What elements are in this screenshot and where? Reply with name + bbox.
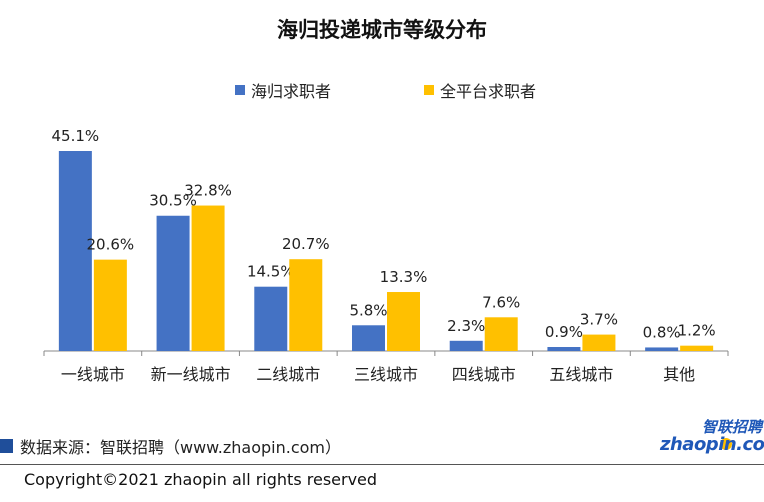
category-label-6: 五线城市 [549, 365, 613, 384]
bar-series-1-1 [58, 151, 92, 351]
bar-chart: 45.1% 20.6% 一线城市 30.5%32.8% 新一线城市 14.5% 20.7% 二… [43, 127, 729, 384]
bar-series-1-3 [254, 286, 288, 351]
legend-item-series-2: 全平台求职者 [424, 78, 536, 102]
category-label-7: 其他 [663, 365, 695, 384]
data-label-series-2-4: 13.3% [380, 268, 428, 286]
category-label-1: 一线城市 [61, 365, 125, 384]
bar-series-2-7 [680, 345, 714, 351]
category-label-2: 新一线城市 [151, 365, 231, 384]
legend-swatch-series-1 [235, 85, 245, 95]
data-label-series-2-3: 20.7% [282, 235, 330, 253]
category-label-3: 二线城市 [256, 365, 320, 384]
data-label-series-1-2: 30.5% [149, 192, 197, 210]
bar-series-1-6 [547, 347, 581, 351]
bar-series-1-2 [156, 215, 190, 351]
legend: 海归求职者 全平台求职者 [0, 78, 764, 102]
data-label-series-1-6: 0.9% [545, 323, 583, 341]
bar-series-1-7 [645, 347, 679, 351]
copyright-text: Copyright©2021 zhaopin all rights reserv… [24, 470, 378, 489]
legend-item-series-1: 海归求职者 [235, 78, 331, 102]
data-label-series-2-1: 20.6% [87, 236, 135, 254]
source-marker-icon [0, 439, 13, 453]
logo-latin-text: zhaopin.com [660, 434, 764, 455]
source-text: 数据来源：智联招聘（www.zhaopin.com） [20, 438, 342, 457]
data-label-series-2-6: 3.7% [580, 311, 618, 329]
data-label-series-1-5: 2.3% [447, 317, 485, 335]
legend-swatch-series-2 [424, 85, 434, 95]
data-label-series-1-3: 14.5% [247, 263, 295, 281]
data-label-series-1-7: 0.8% [643, 323, 681, 341]
bar-series-2-6 [582, 334, 616, 351]
bar-series-2-3 [289, 259, 323, 351]
legend-label-series-1: 海归求职者 [251, 82, 332, 101]
category-label-5: 四线城市 [452, 365, 516, 384]
data-label-series-1-1: 45.1% [52, 127, 100, 145]
zhaopin-logo: 智联招聘 zhaopin.com [660, 416, 764, 464]
bar-series-2-2 [191, 205, 225, 351]
bar-series-2-5 [484, 317, 518, 351]
legend-label-series-2: 全平台求职者 [440, 82, 537, 101]
data-label-series-2-7: 1.2% [678, 322, 716, 340]
bar-series-1-5 [449, 340, 483, 351]
logo-dot-icon [720, 438, 732, 450]
bar-series-2-1 [93, 259, 127, 351]
category-label-4: 三线城市 [354, 365, 418, 384]
data-source-note: 数据来源：智联招聘（www.zhaopin.com） [0, 436, 342, 457]
data-label-series-1-4: 5.8% [349, 301, 387, 319]
chart-title: 海归投递城市等级分布 [277, 18, 487, 42]
bar-series-1-4 [352, 325, 385, 351]
data-label-series-2-2: 32.8% [184, 182, 232, 200]
data-label-series-2-5: 7.6% [482, 293, 520, 311]
logo-chinese-text: 智联招聘 [702, 418, 763, 436]
footer-divider [0, 464, 764, 465]
bar-series-2-4 [387, 292, 420, 351]
